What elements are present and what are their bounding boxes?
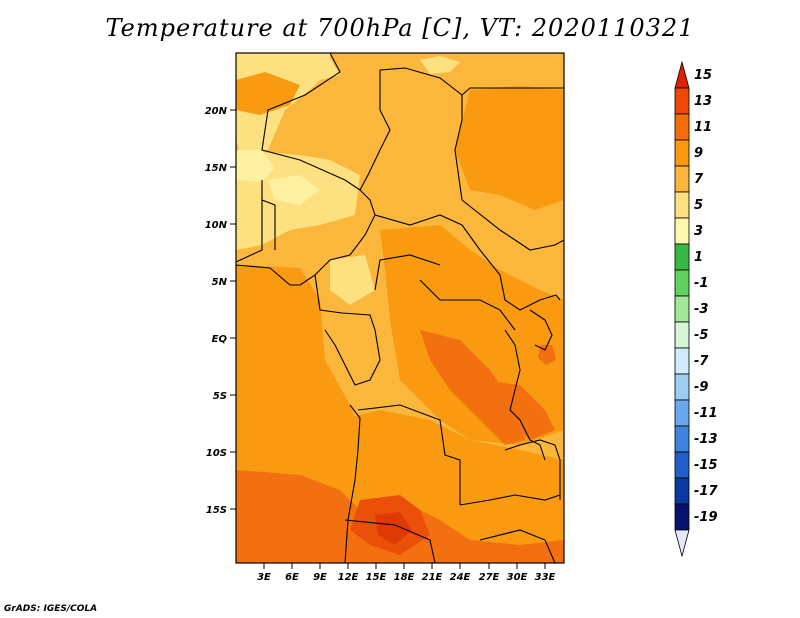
lon-label-12e: 12E: [338, 572, 359, 583]
lat-label-10n: 10N: [205, 220, 228, 231]
temperature-field: [236, 53, 564, 563]
colorbar-swatch: [674, 217, 690, 245]
latitude-axis: 20N 15N 10N 5N EQ 5S 10S 15S: [205, 106, 236, 516]
lon-label-6e: 6E: [285, 572, 299, 583]
colorbar-swatch: [674, 321, 690, 349]
lat-label-15n: 15N: [205, 163, 228, 174]
lon-label-18e: 18E: [394, 572, 415, 583]
map-title: Temperature at 700hPa [C], VT: 202011032…: [105, 14, 695, 42]
lon-label-3e: 3E: [257, 572, 271, 583]
colorbar-label: -3: [694, 302, 708, 317]
colorbar-swatch: [674, 425, 690, 453]
colorbar-label: -9: [694, 380, 708, 395]
colorbar-label: -13: [694, 432, 718, 447]
colorbar-swatch: [674, 139, 690, 167]
grads-credit: GrADS: IGES/COLA: [4, 604, 98, 614]
colorbar-swatch: [674, 113, 690, 141]
lon-label-9e: 9E: [313, 572, 327, 583]
colorbar-swatch: [674, 529, 690, 558]
colorbar-label: -1: [694, 276, 708, 291]
colorbar-swatch: [674, 165, 690, 193]
lon-label-27e: 27E: [479, 572, 500, 583]
colorbar-swatch: [674, 477, 690, 505]
lon-label-33e: 33E: [535, 572, 556, 583]
lat-label-5n: 5N: [212, 277, 228, 288]
colorbar-label: 15: [694, 68, 712, 83]
colorbar-swatch: [674, 347, 690, 375]
colorbar-label: 13: [694, 94, 712, 109]
longitude-axis: 3E 6E 9E 12E 15E 18E 21E 24E 27E 30E 33E: [257, 563, 556, 583]
coastlines-and-borders: [236, 53, 564, 563]
colorbar-label: 1: [694, 250, 703, 265]
colorbar-swatch: [674, 503, 690, 531]
colorbar-swatch: [674, 399, 690, 427]
colorbar-swatch: [674, 191, 690, 219]
colorbar-swatch: [674, 269, 690, 297]
lon-label-30e: 30E: [507, 572, 528, 583]
colorbar-label: 5: [694, 198, 703, 213]
colorbar-swatch: [674, 87, 690, 115]
map-frame: [235, 52, 565, 564]
colorbar-label: 3: [694, 224, 703, 239]
colorbar-label: 11: [694, 120, 712, 135]
lat-label-15s: 15S: [206, 505, 227, 516]
colorbar: 15 13 11 9 7 5 3 1 -1 -3 -5 -7 -9 -11 -13 -15 -17 -19: [674, 60, 718, 558]
colorbar-label: -19: [694, 510, 718, 525]
colorbar-swatch: [674, 295, 690, 323]
colorbar-swatch: [674, 60, 690, 89]
colorbar-swatch: [674, 243, 690, 271]
colorbar-label: 7: [694, 172, 704, 187]
colorbar-label: -11: [694, 406, 718, 421]
lat-label-20n: 20N: [205, 106, 228, 117]
colorbar-swatch: [674, 451, 690, 479]
colorbar-label: -15: [694, 458, 718, 473]
lon-label-24e: 24E: [450, 572, 471, 583]
colorbar-label: 9: [694, 146, 703, 161]
colorbar-label: -7: [694, 354, 709, 369]
lon-label-21e: 21E: [422, 572, 443, 583]
lat-label-eq: EQ: [212, 334, 228, 345]
lat-label-5s: 5S: [213, 391, 227, 402]
colorbar-swatch: [674, 373, 690, 401]
lat-label-10s: 10S: [206, 448, 227, 459]
colorbar-label: -5: [694, 328, 708, 343]
lon-label-15e: 15E: [366, 572, 387, 583]
colorbar-label: -17: [694, 484, 718, 499]
